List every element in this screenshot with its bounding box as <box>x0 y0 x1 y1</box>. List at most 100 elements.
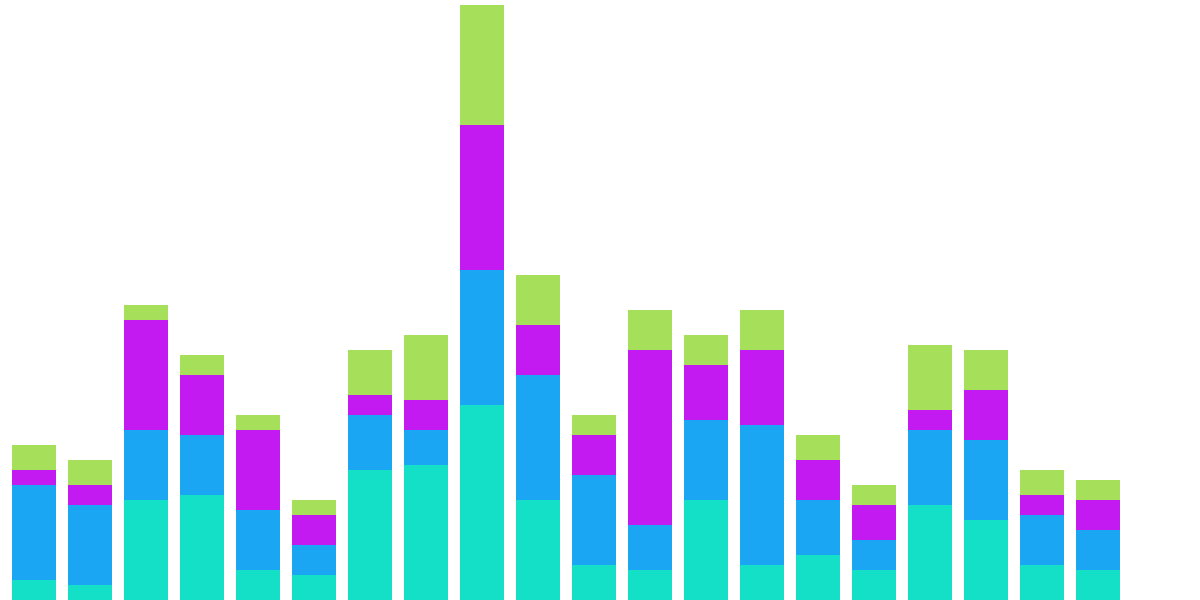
bar-segment-blue <box>852 540 896 570</box>
bar-segment-teal <box>964 520 1008 600</box>
bar-segment-blue <box>740 425 784 565</box>
bar-segment-blue <box>68 505 112 585</box>
bar-segment-blue <box>1020 515 1064 565</box>
bar-segment-magenta <box>684 365 728 420</box>
bar-segment-green <box>684 335 728 365</box>
bar-segment-blue <box>12 485 56 580</box>
bar-segment-blue <box>908 430 952 505</box>
bar-segment-magenta <box>124 320 168 430</box>
bar <box>572 415 616 600</box>
bar-segment-magenta <box>572 435 616 475</box>
bar <box>1076 480 1120 600</box>
stacked-bar-chart <box>0 0 1200 600</box>
bar-segment-blue <box>460 270 504 405</box>
bar-segment-teal <box>628 570 672 600</box>
bar-segment-teal <box>348 470 392 600</box>
bar-segment-teal <box>68 585 112 600</box>
bar-segment-teal <box>1076 570 1120 600</box>
bar-segment-green <box>292 500 336 515</box>
bar <box>292 500 336 600</box>
bar-segment-green <box>1020 470 1064 495</box>
bar <box>796 435 840 600</box>
bar-segment-teal <box>572 565 616 600</box>
bar-segment-teal <box>908 505 952 600</box>
bar-segment-magenta <box>12 470 56 485</box>
bar-segment-green <box>348 350 392 395</box>
bar <box>124 305 168 600</box>
bar-segment-blue <box>236 510 280 570</box>
bar-segment-magenta <box>348 395 392 415</box>
bar-segment-green <box>180 355 224 375</box>
bar-segment-blue <box>404 430 448 465</box>
bar-segment-magenta <box>740 350 784 425</box>
bar-segment-blue <box>292 545 336 575</box>
bar-segment-blue <box>628 525 672 570</box>
bar-segment-teal <box>740 565 784 600</box>
bar-segment-magenta <box>628 350 672 525</box>
bar-segment-magenta <box>964 390 1008 440</box>
bar-segment-green <box>12 445 56 470</box>
bar-segment-green <box>460 5 504 125</box>
bar-segment-teal <box>404 465 448 600</box>
bar-segment-green <box>68 460 112 485</box>
bar-segment-magenta <box>1076 500 1120 530</box>
bar-segment-magenta <box>180 375 224 435</box>
bar <box>180 355 224 600</box>
bar-segment-magenta <box>516 325 560 375</box>
bar <box>404 335 448 600</box>
bar-segment-green <box>908 345 952 410</box>
bar-segment-teal <box>12 580 56 600</box>
bar-segment-magenta <box>404 400 448 430</box>
bar-segment-teal <box>852 570 896 600</box>
bar-segment-green <box>852 485 896 505</box>
bar-segment-green <box>1076 480 1120 500</box>
bar-segment-blue <box>348 415 392 470</box>
bar-segment-magenta <box>236 430 280 510</box>
bar <box>12 445 56 600</box>
bar <box>348 350 392 600</box>
bar-segment-blue <box>124 430 168 500</box>
bar-segment-green <box>124 305 168 320</box>
bar-segment-magenta <box>796 460 840 500</box>
bar-segment-magenta <box>68 485 112 505</box>
bar-segment-green <box>236 415 280 430</box>
bar-segment-teal <box>460 405 504 600</box>
bar-segment-green <box>796 435 840 460</box>
bar-segment-teal <box>180 495 224 600</box>
bar-segment-blue <box>684 420 728 500</box>
bar-segment-green <box>572 415 616 435</box>
bar <box>236 415 280 600</box>
bar-segment-blue <box>572 475 616 565</box>
bar-segment-magenta <box>292 515 336 545</box>
bar-segment-blue <box>964 440 1008 520</box>
bar <box>68 460 112 600</box>
bar-segment-teal <box>796 555 840 600</box>
bar-segment-green <box>404 335 448 400</box>
bar-segment-blue <box>796 500 840 555</box>
bar <box>740 310 784 600</box>
bar-segment-teal <box>516 500 560 600</box>
bar-segment-blue <box>516 375 560 500</box>
bar-segment-blue <box>1076 530 1120 570</box>
bar <box>964 350 1008 600</box>
bar-segment-green <box>628 310 672 350</box>
bar-segment-magenta <box>460 125 504 270</box>
bar-segment-teal <box>124 500 168 600</box>
bar <box>684 335 728 600</box>
bar <box>628 310 672 600</box>
bar-segment-blue <box>180 435 224 495</box>
bar-segment-magenta <box>908 410 952 430</box>
bar <box>908 345 952 600</box>
bar-segment-magenta <box>1020 495 1064 515</box>
bar-segment-magenta <box>852 505 896 540</box>
bar <box>460 5 504 600</box>
bar-segment-teal <box>684 500 728 600</box>
bar-segment-green <box>516 275 560 325</box>
bar-segment-teal <box>292 575 336 600</box>
bar <box>1020 470 1064 600</box>
bar-segment-green <box>964 350 1008 390</box>
bar <box>852 485 896 600</box>
bar-segment-teal <box>236 570 280 600</box>
bar-segment-green <box>740 310 784 350</box>
bar <box>516 275 560 600</box>
